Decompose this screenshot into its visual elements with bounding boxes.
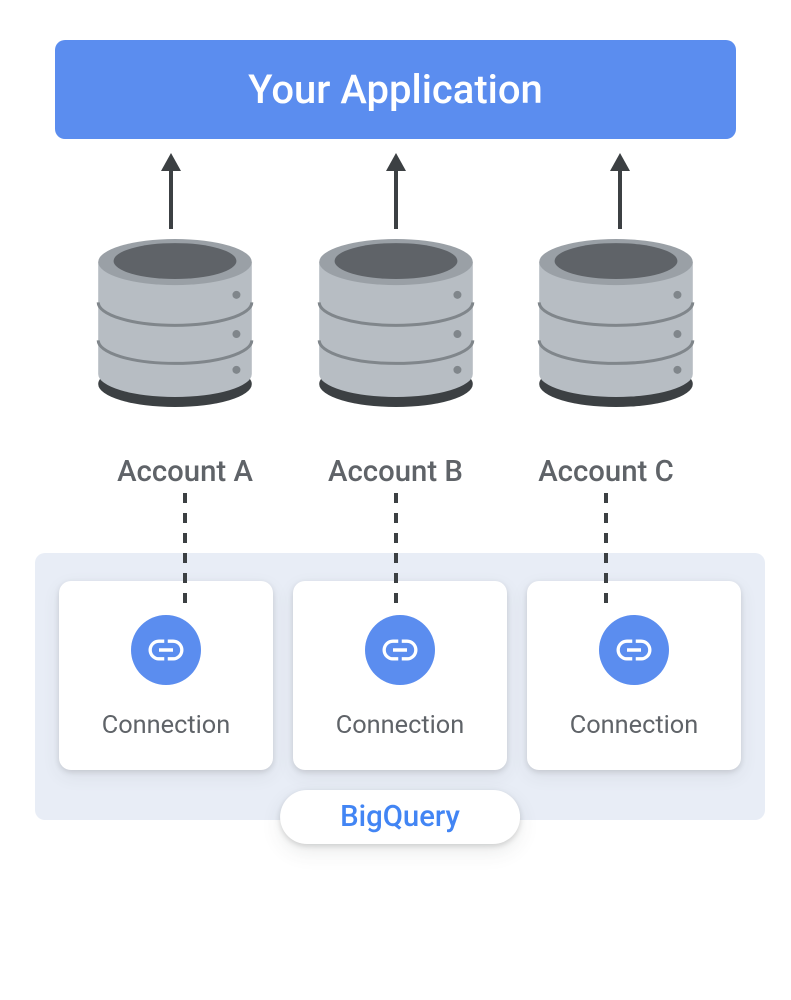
connection-label: Connection (102, 711, 230, 740)
account-label: Account B (296, 455, 496, 489)
connection-label: Connection (336, 711, 464, 740)
dashed-connector (85, 493, 285, 603)
database-icon (85, 235, 265, 415)
account-label-row: Account A Account B Account C (55, 455, 736, 489)
account-label: Account C (506, 455, 706, 489)
bigquery-pill: BigQuery (280, 790, 520, 844)
arrow-up (336, 151, 456, 231)
connection-row: Connection Connection Connection (59, 581, 741, 770)
arrow-up-icon (151, 151, 191, 231)
arrow-up-icon (376, 151, 416, 231)
dashed-line-icon (180, 493, 190, 603)
connection-card: Connection (59, 581, 273, 770)
connection-label: Connection (570, 711, 698, 740)
arrow-up (111, 151, 231, 231)
dashed-line-icon (601, 493, 611, 603)
link-badge (599, 615, 669, 685)
link-icon (145, 629, 187, 671)
database-row (55, 235, 736, 415)
diagram-canvas: Your Application (0, 0, 791, 1000)
arrow-up-icon (600, 151, 640, 231)
connection-card: Connection (293, 581, 507, 770)
link-badge (131, 615, 201, 685)
link-badge (365, 615, 435, 685)
connection-card: Connection (527, 581, 741, 770)
dashed-connector-row (55, 493, 736, 603)
dashed-connector (506, 493, 706, 603)
account-label: Account A (85, 455, 285, 489)
dashed-line-icon (391, 493, 401, 603)
database-icon (306, 235, 486, 415)
application-banner: Your Application (55, 40, 736, 139)
arrow-up (560, 151, 680, 231)
link-icon (379, 629, 421, 671)
dashed-connector (296, 493, 496, 603)
link-icon (613, 629, 655, 671)
arrow-row (55, 151, 736, 231)
database-icon (526, 235, 706, 415)
